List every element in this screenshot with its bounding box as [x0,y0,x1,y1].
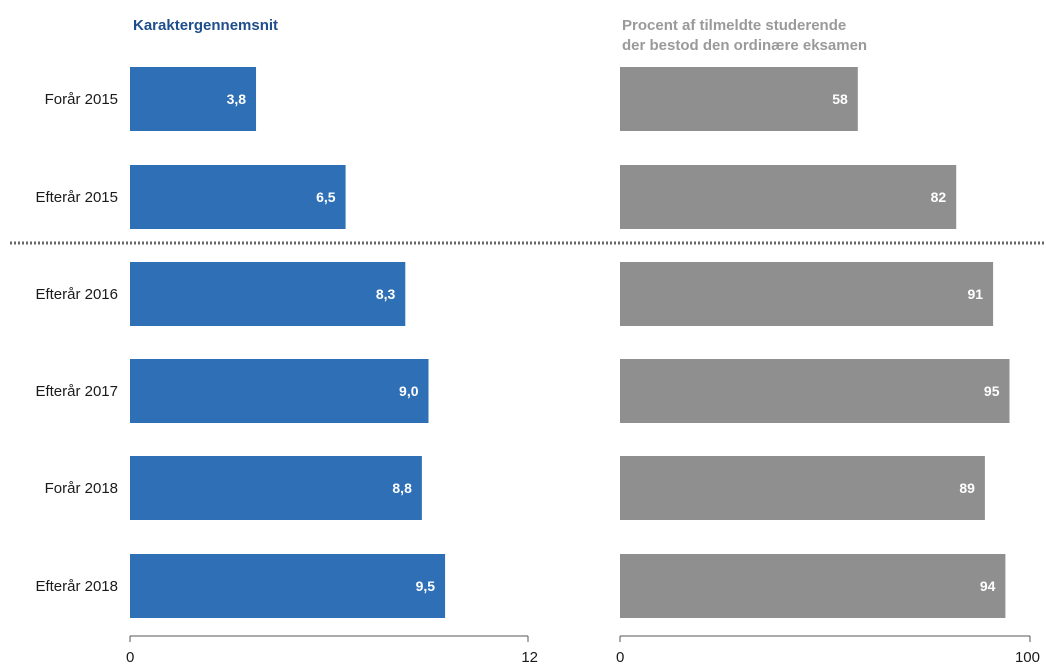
bar-value-label: 9,5 [416,578,436,594]
bar-value-label: 6,5 [316,189,336,205]
bar [130,165,346,229]
bar-value-label: 8,3 [376,286,396,302]
bar [130,67,257,131]
panel-title-line: Procent af tilmeldte studerende [622,17,846,34]
x-tick-label: 12 [521,649,538,664]
x-tick-label: 100 [1015,649,1040,664]
bar [620,165,957,229]
x-tick-label: 0 [616,649,624,664]
bar [620,554,1006,618]
category-label: Forår 2018 [45,480,118,497]
category-label: Efterår 2017 [35,383,118,400]
category-label: Efterår 2015 [35,189,118,206]
bar-value-label: 3,8 [227,91,247,107]
bar [620,456,985,520]
bar [130,554,446,618]
bar [620,67,858,131]
bar-value-label: 9,0 [399,383,419,399]
bar [130,262,406,326]
bar-value-label: 82 [931,189,947,205]
panel-title-line: der bestod den ordinære eksamen [622,37,867,54]
bar [130,456,422,520]
bar [620,359,1010,423]
bar-value-label: 94 [980,578,996,594]
category-label: Efterår 2016 [35,286,118,303]
category-label: Forår 2015 [45,91,118,108]
bar-value-label: 91 [968,286,984,302]
bar-value-label: 58 [832,91,848,107]
bar [130,359,429,423]
panel-title-line: Karaktergennemsnit [133,17,278,34]
bar-value-label: 89 [959,480,975,496]
category-label: Efterår 2018 [35,578,118,595]
bar-value-label: 95 [984,383,1000,399]
bar-value-label: 8,8 [392,480,412,496]
x-tick-label: 0 [126,649,134,664]
bar [620,262,994,326]
